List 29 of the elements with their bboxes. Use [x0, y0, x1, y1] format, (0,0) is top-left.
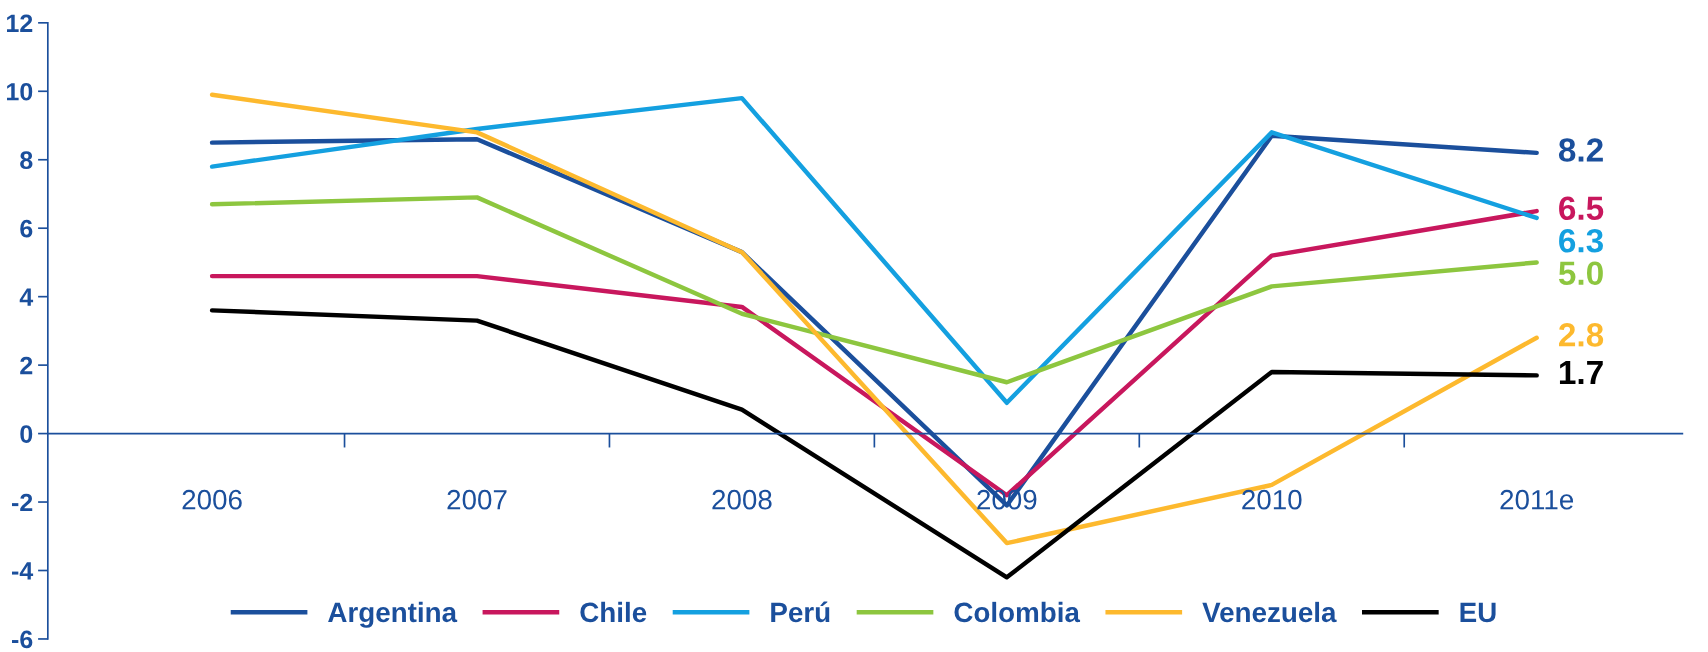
legend-label: Colombia: [954, 601, 1081, 623]
y-tick-label: 6: [20, 219, 33, 238]
legend-label: EU: [1460, 602, 1496, 623]
legend-label: Chile: [580, 601, 647, 623]
legend-label: Perú: [771, 601, 830, 623]
y-tick-label: 4: [19, 288, 34, 306]
x-tick-label: 2008: [712, 489, 772, 510]
y-tick-label: 8: [20, 151, 33, 170]
x-tick-label: 2007: [447, 489, 507, 510]
legend-label: Argentina: [328, 601, 458, 628]
data-label: 5.0: [1558, 261, 1603, 286]
y-tick-label: 2: [20, 356, 33, 375]
y-tick-label: -6: [11, 630, 33, 649]
x-tick-label: 2006: [182, 489, 242, 510]
data-label: 8.2: [1558, 138, 1603, 162]
data-label: 1.7: [1559, 361, 1603, 385]
y-tick-label: -2: [11, 493, 33, 512]
y-tick-label: 12: [7, 14, 33, 32]
line-series: [209, 195, 1539, 385]
x-tick-label: 2010: [1242, 489, 1302, 510]
y-tick-label: 10: [7, 82, 33, 101]
y-tick-label: 0: [20, 425, 33, 443]
data-label: 2.8: [1559, 323, 1604, 347]
legend-label: Venezuela: [1202, 601, 1337, 623]
data-label: 6.3: [1559, 228, 1603, 253]
y-tick-label: -4: [11, 562, 34, 580]
x-tick-label: 2011e: [1500, 489, 1574, 510]
data-label: 6.5: [1559, 196, 1604, 221]
line-series: [209, 95, 1539, 405]
